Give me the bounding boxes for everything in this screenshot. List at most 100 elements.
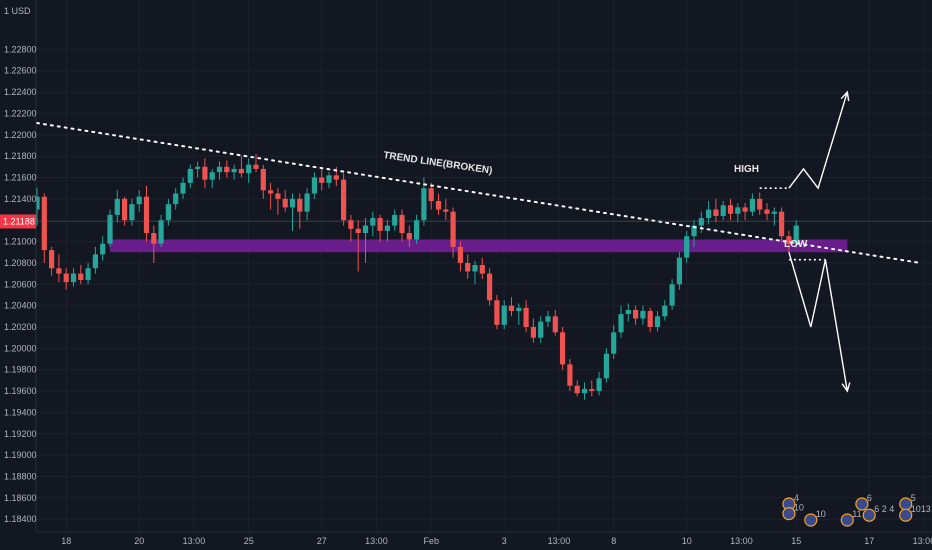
candle-body (764, 209, 770, 214)
price-tick-label: 1.20000 (4, 343, 37, 353)
candle-body (487, 273, 493, 301)
event-marker-icon[interactable] (862, 508, 876, 522)
candle-body (333, 175, 339, 180)
candle-body (581, 388, 588, 394)
candle-body (596, 378, 602, 392)
candle-body (450, 211, 456, 247)
low-label: LOW (784, 239, 808, 250)
candle-body (341, 179, 347, 221)
candle-body (158, 220, 164, 244)
candle-body (297, 198, 303, 212)
projection-path (788, 252, 848, 392)
time-axis-panel[interactable] (0, 532, 932, 550)
current-price-tag: 1.21188 (0, 214, 932, 229)
event-marker-count: 4 (794, 493, 799, 503)
time-axis: 18 20 13:00 25 27 13:00 Feb 3 13:00 8 10 13:00 15 17 1… (61, 536, 932, 546)
price-axis-panel[interactable] (0, 0, 36, 550)
candle-body (603, 353, 609, 379)
high-label: HIGH (734, 164, 759, 175)
candle-body (311, 177, 317, 194)
candle-body (684, 236, 690, 258)
candle-body (34, 196, 40, 210)
price-tick-label: 1.22200 (4, 108, 37, 118)
candle-body (516, 307, 522, 311)
candle-body (508, 305, 515, 311)
time-tick-label: 3 (502, 536, 507, 546)
candle-body (399, 214, 405, 234)
event-marker-icon[interactable] (840, 513, 854, 527)
candle-body (260, 168, 266, 191)
candle-body (786, 236, 792, 244)
candle-body (457, 246, 463, 263)
candle-body (501, 305, 507, 325)
price-tick-label: 1.21000 (4, 237, 37, 247)
price-tick-label: 1.21400 (4, 194, 37, 204)
candle-body (538, 321, 544, 338)
candle-body (246, 164, 252, 174)
candle-body (713, 209, 719, 216)
event-marker-count: 5 (911, 493, 916, 503)
event-marker-count: 11 9 (852, 509, 869, 519)
candle-body (706, 209, 712, 219)
price-tick-label: 1.20200 (4, 322, 37, 332)
candle-body (472, 265, 478, 272)
projection-arrows (788, 90, 851, 393)
candle-body (129, 204, 135, 221)
candle-body (362, 225, 369, 234)
price-tick-label: 1.20600 (4, 279, 37, 289)
trend-line-dotted (36, 122, 922, 264)
event-marker-icon[interactable] (804, 513, 818, 527)
candle-body (326, 175, 332, 183)
candle-body (384, 225, 390, 231)
candle-body (348, 220, 354, 229)
candle-body (662, 305, 668, 317)
candle-body (143, 196, 150, 234)
candle-body (187, 168, 193, 183)
candle-body (180, 182, 186, 194)
candle-body (567, 364, 573, 386)
event-marker-icon[interactable] (855, 497, 869, 511)
candle-body (165, 204, 171, 221)
event-marker-icon[interactable] (899, 508, 913, 522)
price-tick-label: 1.18800 (4, 471, 37, 481)
candle-body (173, 193, 179, 205)
price-tick-label: 1.19200 (4, 429, 37, 439)
candle-body (654, 316, 661, 327)
time-tick-label: 13:00 (548, 536, 571, 546)
candle-body (377, 218, 383, 231)
candle-body (698, 218, 704, 226)
candle-body (691, 225, 697, 237)
candle-body (304, 193, 310, 212)
event-marker-icon[interactable] (782, 506, 796, 521)
candle-body (107, 214, 113, 244)
grid-lines (37, 0, 932, 532)
candle-body (355, 228, 361, 234)
time-tick-label: 17 (864, 536, 874, 546)
candle-body (253, 164, 259, 169)
candle-body (209, 172, 215, 180)
price-tick-label: 1.22000 (4, 130, 37, 140)
candle-body (319, 177, 325, 183)
current-price-box (0, 214, 36, 229)
candle-body (282, 198, 288, 208)
candle-body (238, 168, 244, 174)
candle-body (633, 309, 639, 319)
support-zone-band (110, 239, 848, 253)
candle-body (647, 310, 653, 327)
candle-body (443, 209, 449, 212)
candle-body (589, 388, 595, 392)
projection-arrowhead (840, 90, 850, 102)
candle-body (757, 198, 763, 210)
candle-body (289, 198, 296, 208)
time-tick-label: 15 (791, 536, 801, 546)
candle-body (530, 326, 536, 338)
current-price-value: 1.21188 (3, 216, 35, 226)
candle-body (70, 273, 77, 283)
event-marker-count: 10 (816, 509, 826, 519)
event-marker-count: 6 (867, 493, 872, 503)
candle-body (56, 268, 62, 274)
time-tick-label: 13:00 (183, 536, 206, 546)
